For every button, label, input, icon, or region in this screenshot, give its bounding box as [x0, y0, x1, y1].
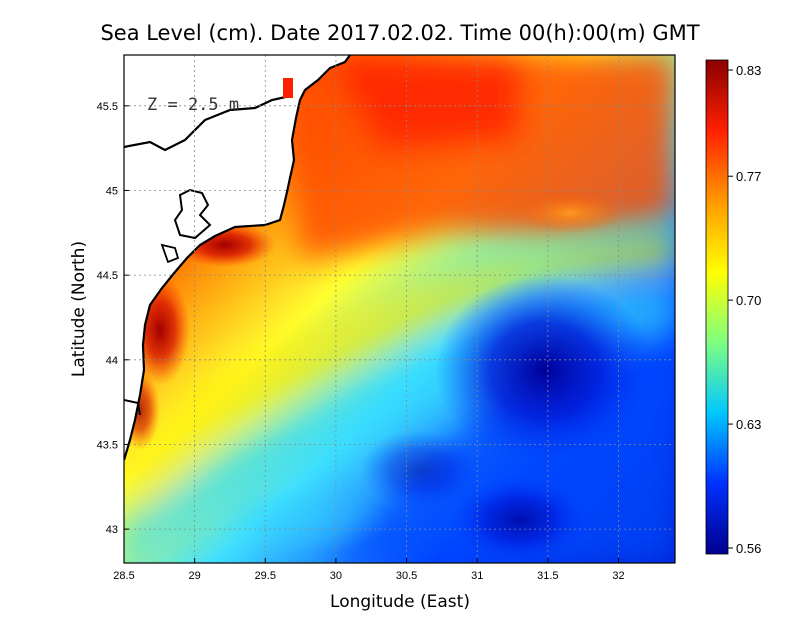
y-axis-label: Latitude (North): [69, 241, 89, 377]
x-axis-ticks: 28.5 29 29.5 30 30.5 31 31.5 32: [113, 558, 625, 582]
colorbar-tick-label: 0.83: [736, 63, 761, 78]
x-tick-label: 31: [471, 570, 483, 582]
colorbar-ticks: 0.83 0.77 0.70 0.63 0.56: [728, 63, 761, 556]
x-axis-label: Longitude (East): [330, 592, 470, 612]
colorbar-tick-label: 0.70: [736, 293, 761, 308]
x-tick-label: 30.5: [396, 570, 417, 582]
x-tick-label: 29: [189, 570, 201, 582]
depth-label: Z = 2.5 m: [147, 95, 239, 115]
y-axis-ticks: 43 43.5 44 44.5 45 45.5: [97, 101, 129, 536]
y-tick-label: 43: [106, 524, 118, 536]
plot-frame: [123, 54, 676, 564]
colorbar-tick-label: 0.63: [736, 417, 761, 432]
colorbar-tick-label: 0.56: [736, 541, 761, 556]
colorbar-tick-label: 0.77: [736, 169, 761, 184]
x-tick-label: 30: [330, 570, 342, 582]
y-tick-label: 45.5: [97, 101, 118, 113]
colorbar: [705, 59, 729, 555]
x-tick-label: 31.5: [537, 570, 558, 582]
x-tick-label: 29.5: [255, 570, 276, 582]
y-tick-label: 43.5: [97, 439, 118, 451]
map-title: Sea Level (cm). Date 2017.02.02. Time 00…: [100, 21, 699, 45]
coastline: [124, 55, 351, 461]
x-tick-label: 32: [612, 570, 624, 582]
grid-lines: [124, 55, 675, 563]
sea-level-field: [124, 55, 675, 563]
y-tick-label: 45: [106, 185, 118, 197]
x-tick-label: 28.5: [113, 570, 134, 582]
y-tick-label: 44.5: [97, 270, 118, 282]
y-tick-label: 44: [106, 355, 118, 367]
